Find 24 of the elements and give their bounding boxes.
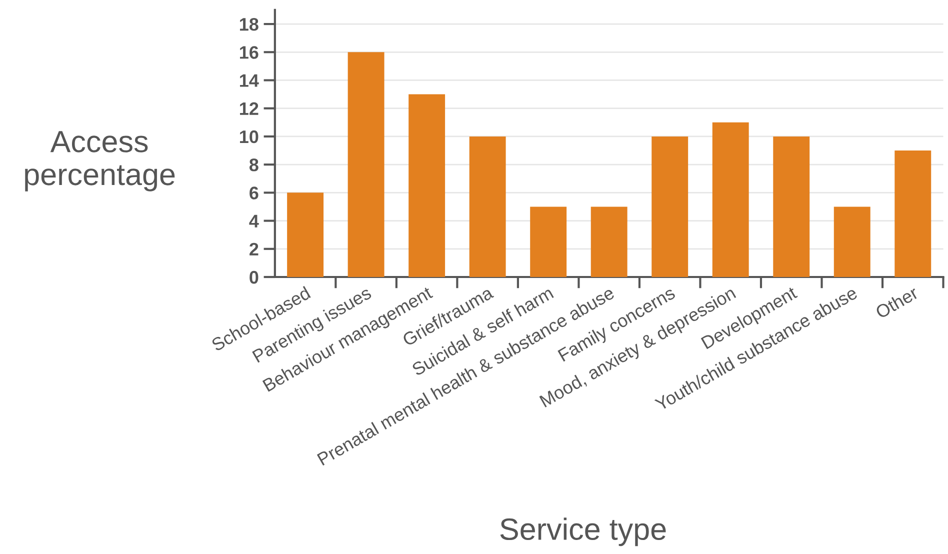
x-axis-title: Service type	[500, 518, 666, 546]
bar	[712, 122, 749, 277]
y-tick-label: 2	[250, 242, 258, 256]
bar	[530, 206, 567, 277]
y-tick-label: 18	[240, 18, 258, 31]
bar	[590, 206, 628, 277]
bar	[287, 192, 324, 277]
bar	[408, 94, 446, 277]
y-tick-label: 14	[240, 74, 259, 87]
y-tick-label: 10	[240, 130, 258, 144]
y-tick-label: 6	[250, 186, 258, 200]
y-tick-label: 0	[250, 270, 258, 284]
y-tick-label: 12	[240, 102, 258, 115]
bar	[652, 136, 688, 277]
bar	[894, 150, 932, 277]
x-tick-label: Other	[874, 285, 920, 319]
bar	[348, 52, 384, 277]
bar	[469, 136, 506, 277]
bar	[773, 136, 810, 277]
bar	[834, 206, 870, 277]
y-tick-label: 8	[249, 158, 258, 172]
y-tick-label: 4	[249, 214, 259, 228]
y-tick-label: 16	[240, 46, 258, 59]
y-axis-title: Access percentage	[25, 131, 175, 192]
